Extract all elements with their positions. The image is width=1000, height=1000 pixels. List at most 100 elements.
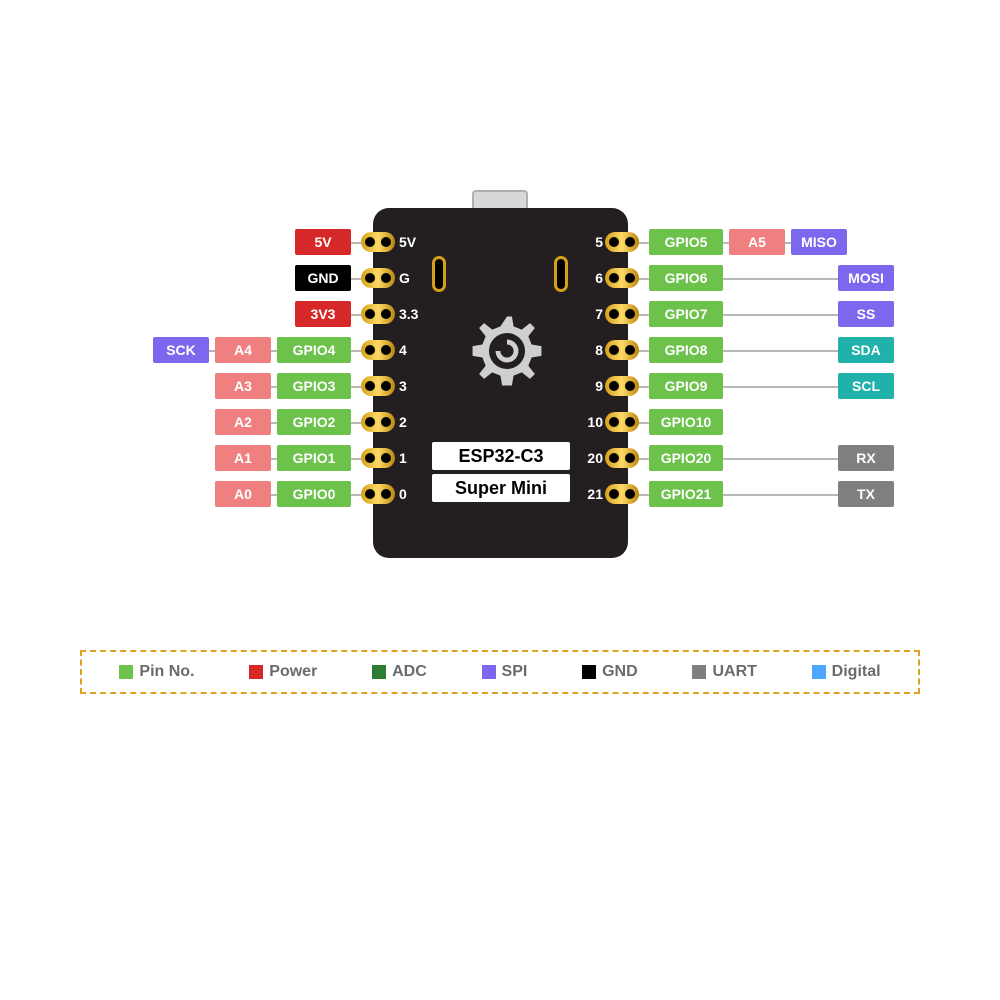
conn-right: [639, 278, 649, 280]
pin-badge-5v: 5V: [295, 229, 351, 255]
pin-badge-gpio8: GPIO8: [649, 337, 723, 363]
conn-left: [351, 314, 361, 316]
silkscreen-left-4: 3: [399, 378, 425, 394]
conn-right: [639, 422, 649, 424]
pad-left-4: [361, 376, 395, 396]
board-name-2: Super Mini: [432, 474, 570, 502]
pad-right-3: [605, 340, 639, 360]
legend-item-uart: UART: [692, 663, 756, 681]
conn-right-long: [723, 494, 838, 496]
conn-right: [639, 350, 649, 352]
pin-badge-mosi: MOSI: [838, 265, 894, 291]
conn-right: [639, 242, 649, 244]
mounting-slot-0: [432, 256, 446, 292]
pin-badge-a2: A2: [215, 409, 271, 435]
pin-badge-3v3: 3V3: [295, 301, 351, 327]
legend-item-adc: ADC: [372, 663, 427, 681]
pin-badge-gpio1: GPIO1: [277, 445, 351, 471]
pad-left-0: [361, 232, 395, 252]
silkscreen-right-5: 10: [577, 414, 603, 430]
conn-left: [351, 386, 361, 388]
conn-right-long: [723, 386, 838, 388]
pin-badge-a1: A1: [215, 445, 271, 471]
conn-right: [639, 386, 649, 388]
pinout-diagram: ESP32-C3Super Mini5VG3.34321056789102021…: [0, 0, 1000, 1000]
silkscreen-left-6: 1: [399, 450, 425, 466]
pin-badge-gpio7: GPIO7: [649, 301, 723, 327]
pin-badge-scl: SCL: [838, 373, 894, 399]
legend-item-digital: Digital: [812, 663, 881, 681]
pin-badge-gpio21: GPIO21: [649, 481, 723, 507]
silkscreen-right-3: 8: [577, 342, 603, 358]
pad-right-4: [605, 376, 639, 396]
pin-badge-a3: A3: [215, 373, 271, 399]
pad-right-1: [605, 268, 639, 288]
pin-badge-gpio9: GPIO9: [649, 373, 723, 399]
pin-badge-gpio3: GPIO3: [277, 373, 351, 399]
silkscreen-right-1: 6: [577, 270, 603, 286]
open-hardware-gear-icon: [466, 310, 548, 392]
legend: Pin No. Power ADC SPI GND UART Digital: [80, 650, 920, 694]
pin-badge-gpio20: GPIO20: [649, 445, 723, 471]
conn-right-long: [723, 458, 838, 460]
pad-right-5: [605, 412, 639, 432]
legend-swatch: [692, 665, 706, 679]
conn-left: [351, 422, 361, 424]
silkscreen-right-0: 5: [577, 234, 603, 250]
pin-badge-a5: A5: [729, 229, 785, 255]
silkscreen-right-7: 21: [577, 486, 603, 502]
pad-right-0: [605, 232, 639, 252]
legend-label: UART: [712, 663, 756, 681]
silkscreen-left-2: 3.3: [399, 306, 425, 322]
pin-badge-rx: RX: [838, 445, 894, 471]
pin-badge-a4: A4: [215, 337, 271, 363]
legend-label: SPI: [502, 663, 528, 681]
conn-right-long: [723, 278, 838, 280]
pin-badge-a0: A0: [215, 481, 271, 507]
conn-left: [351, 350, 361, 352]
pin-badge-sck: SCK: [153, 337, 209, 363]
pad-left-2: [361, 304, 395, 324]
silkscreen-left-0: 5V: [399, 234, 425, 250]
pad-left-1: [361, 268, 395, 288]
conn-right: [639, 494, 649, 496]
conn-left: [209, 350, 215, 352]
pin-badge-gpio2: GPIO2: [277, 409, 351, 435]
pin-badge-tx: TX: [838, 481, 894, 507]
legend-item-power: Power: [249, 663, 317, 681]
mounting-slot-1: [554, 256, 568, 292]
legend-label: Power: [269, 663, 317, 681]
pin-badge-sda: SDA: [838, 337, 894, 363]
silkscreen-left-5: 2: [399, 414, 425, 430]
conn-left: [351, 494, 361, 496]
pin-badge-gnd: GND: [295, 265, 351, 291]
pin-badge-gpio5: GPIO5: [649, 229, 723, 255]
conn-left: [271, 458, 277, 460]
conn-left: [351, 242, 361, 244]
conn-left: [351, 458, 361, 460]
pad-left-5: [361, 412, 395, 432]
pin-badge-ss: SS: [838, 301, 894, 327]
pin-badge-gpio10: GPIO10: [649, 409, 723, 435]
legend-swatch: [812, 665, 826, 679]
legend-label: Pin No.: [139, 663, 194, 681]
legend-swatch: [582, 665, 596, 679]
pad-right-6: [605, 448, 639, 468]
pad-right-2: [605, 304, 639, 324]
legend-label: ADC: [392, 663, 427, 681]
pad-left-6: [361, 448, 395, 468]
conn-right-long: [723, 314, 838, 316]
pad-left-3: [361, 340, 395, 360]
silkscreen-left-3: 4: [399, 342, 425, 358]
legend-label: GND: [602, 663, 638, 681]
conn-left: [351, 278, 361, 280]
board-name-1: ESP32-C3: [432, 442, 570, 470]
silkscreen-left-1: G: [399, 270, 425, 286]
legend-label: Digital: [832, 663, 881, 681]
silkscreen-right-6: 20: [577, 450, 603, 466]
pin-badge-gpio4: GPIO4: [277, 337, 351, 363]
pin-badge-gpio6: GPIO6: [649, 265, 723, 291]
legend-item-gnd: GND: [582, 663, 638, 681]
conn-left: [271, 350, 277, 352]
pad-right-7: [605, 484, 639, 504]
